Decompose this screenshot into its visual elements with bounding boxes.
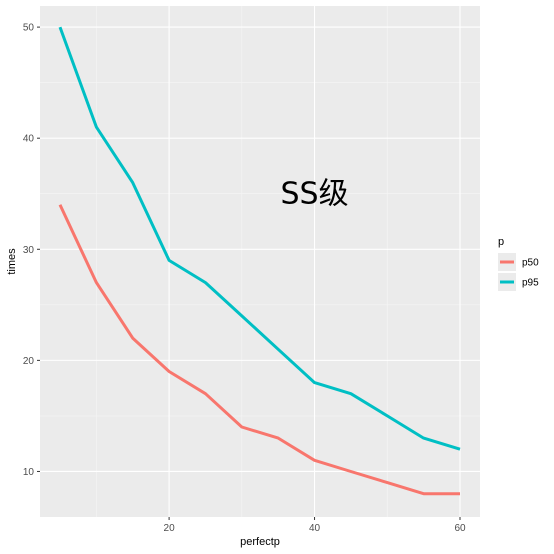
- y-tick-label: 40: [23, 134, 35, 145]
- minor-gridlines: [40, 6, 480, 517]
- y-axis-title: times: [6, 248, 18, 275]
- legend: p p50 p95: [498, 236, 539, 291]
- x-tick-label: 40: [309, 523, 321, 534]
- legend-label-p50: p50: [522, 258, 539, 269]
- legend-label-p95: p95: [522, 278, 539, 289]
- y-tick-label: 30: [23, 245, 35, 256]
- y-tick-label: 10: [23, 467, 35, 478]
- x-axis-title: perfectp: [240, 536, 280, 548]
- x-tick-label: 60: [454, 523, 466, 534]
- legend-title: p: [498, 236, 504, 248]
- x-axis: 20 40 60: [164, 517, 466, 534]
- chart-annotation: SS级: [280, 177, 348, 212]
- series-lines: [58, 26, 461, 496]
- y-tick-label: 20: [23, 356, 35, 367]
- y-tick-label: 50: [23, 23, 35, 34]
- y-axis: 10 20 30 40 50: [23, 23, 40, 478]
- series-line-p50: [58, 204, 460, 496]
- major-gridlines: [40, 6, 480, 517]
- x-tick-label: 20: [164, 523, 176, 534]
- series-line-p95: [58, 26, 461, 451]
